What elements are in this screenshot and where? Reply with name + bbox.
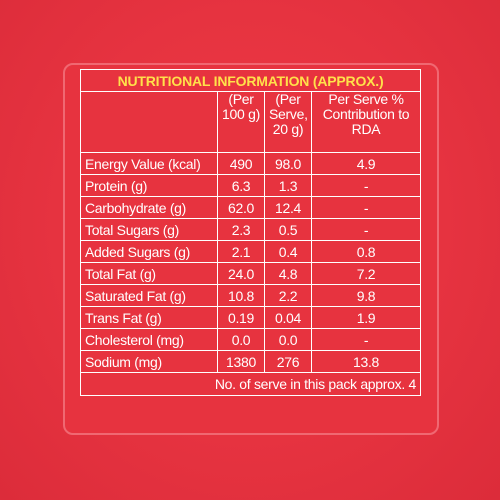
value-rda: 9.8 — [311, 284, 421, 307]
value-per-serve: 2.2 — [264, 284, 312, 307]
nutrient-name: Total Sugars (g) — [80, 218, 218, 241]
table-row: Total Sugars (g) 2.3 0.5 - — [80, 218, 421, 241]
header-per-100g: (Per 100 g) — [217, 91, 265, 153]
value-rda: - — [311, 328, 421, 351]
nutrient-name: Total Fat (g) — [80, 262, 218, 285]
table-row: Cholesterol (mg) 0.0 0.0 - — [80, 328, 421, 351]
table-row: Total Fat (g) 24.0 4.8 7.2 — [80, 262, 421, 285]
value-per-100g: 2.3 — [217, 218, 265, 241]
nutrient-name: Protein (g) — [80, 174, 218, 197]
value-per-100g: 10.8 — [217, 284, 265, 307]
value-rda: 4.9 — [311, 152, 421, 175]
value-per-serve: 276 — [264, 350, 312, 373]
servings-note: No. of serve in this pack approx. 4 — [80, 372, 421, 396]
nutrient-name: Energy Value (kcal) — [80, 152, 218, 175]
table-row: Trans Fat (g) 0.19 0.04 1.9 — [80, 306, 421, 329]
value-per-100g: 0.19 — [217, 306, 265, 329]
value-rda: 7.2 — [311, 262, 421, 285]
nutrient-name: Saturated Fat (g) — [80, 284, 218, 307]
value-per-100g: 2.1 — [217, 240, 265, 263]
header-empty-cell — [80, 91, 218, 153]
value-per-100g: 0.0 — [217, 328, 265, 351]
table-row: Carbohydrate (g) 62.0 12.4 - — [80, 196, 421, 219]
value-per-serve: 0.5 — [264, 218, 312, 241]
nutrition-table: NUTRITIONAL INFORMATION (APPROX.) (Per 1… — [80, 69, 421, 396]
value-per-serve: 4.8 — [264, 262, 312, 285]
table-row: Energy Value (kcal) 490 98.0 4.9 — [80, 152, 421, 175]
table-row: Sodium (mg) 1380 276 13.8 — [80, 350, 421, 373]
header-rda: Per Serve % Contribution to RDA — [311, 91, 421, 153]
value-rda: 0.8 — [311, 240, 421, 263]
value-per-serve: 0.4 — [264, 240, 312, 263]
nutrient-name: Carbohydrate (g) — [80, 196, 218, 219]
value-rda: - — [311, 174, 421, 197]
value-rda: 1.9 — [311, 306, 421, 329]
value-rda: - — [311, 196, 421, 219]
value-rda: - — [311, 218, 421, 241]
table-row: Added Sugars (g) 2.1 0.4 0.8 — [80, 240, 421, 263]
value-per-serve: 98.0 — [264, 152, 312, 175]
value-per-100g: 1380 — [217, 350, 265, 373]
value-per-100g: 62.0 — [217, 196, 265, 219]
table-title: NUTRITIONAL INFORMATION (APPROX.) — [80, 69, 421, 92]
value-per-serve: 12.4 — [264, 196, 312, 219]
header-per-serve: (Per Serve, 20 g) — [264, 91, 312, 153]
table-row: Saturated Fat (g) 10.8 2.2 9.8 — [80, 284, 421, 307]
value-per-100g: 6.3 — [217, 174, 265, 197]
nutrient-name: Sodium (mg) — [80, 350, 218, 373]
nutrient-name: Cholesterol (mg) — [80, 328, 218, 351]
value-per-serve: 0.0 — [264, 328, 312, 351]
nutrient-name: Added Sugars (g) — [80, 240, 218, 263]
value-per-100g: 490 — [217, 152, 265, 175]
value-per-100g: 24.0 — [217, 262, 265, 285]
value-per-serve: 1.3 — [264, 174, 312, 197]
nutrient-name: Trans Fat (g) — [80, 306, 218, 329]
value-rda: 13.8 — [311, 350, 421, 373]
table-row: Protein (g) 6.3 1.3 - — [80, 174, 421, 197]
value-per-serve: 0.04 — [264, 306, 312, 329]
